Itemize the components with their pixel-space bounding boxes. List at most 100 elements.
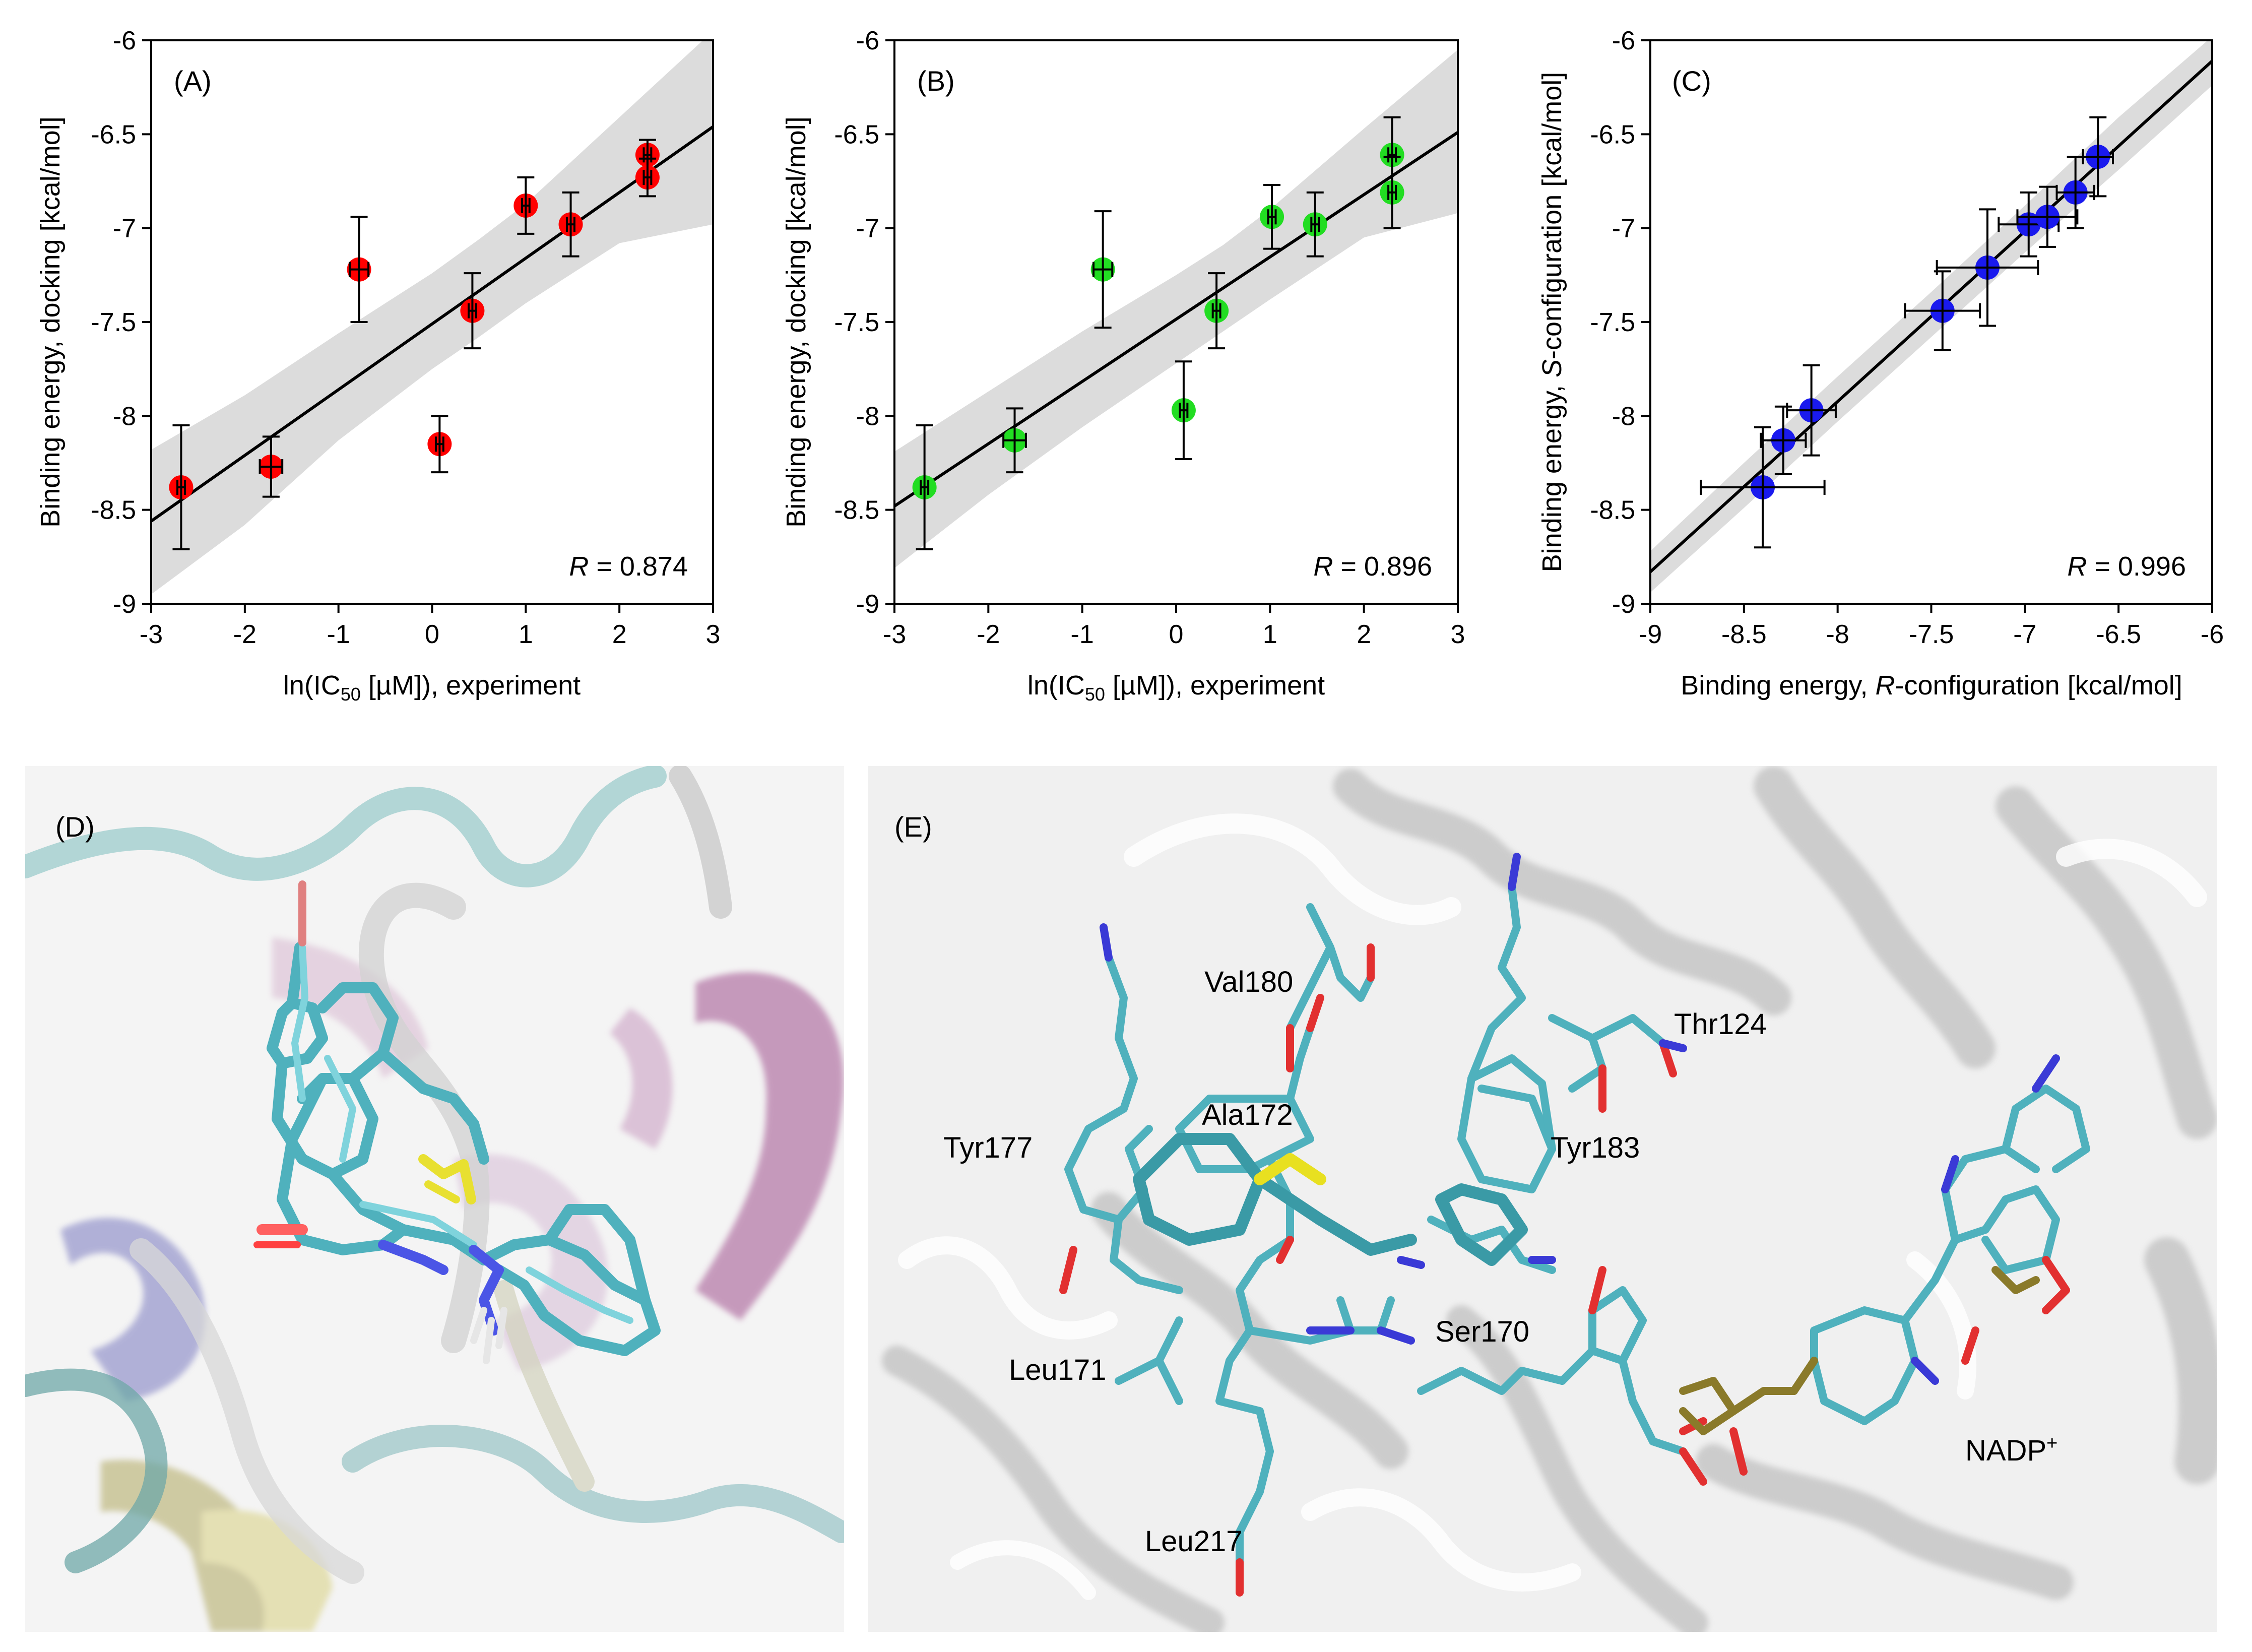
error-bar xyxy=(1092,210,1114,329)
y-axis-title: Binding energy, S-configuration [kcal/mo… xyxy=(1537,72,1567,573)
y-axis-title: Binding energy, docking [kcal/mol] xyxy=(35,116,66,527)
y-tick-label: -9 xyxy=(1612,590,1635,619)
x-tick-label: -3 xyxy=(140,620,163,649)
y-tick-label: -6.5 xyxy=(91,120,136,149)
x-tick-label: -6.5 xyxy=(2096,620,2141,649)
x-tick-label: -7 xyxy=(2013,620,2036,649)
panel-d-structure-image: (D) xyxy=(25,766,844,1632)
x-axis-title: ln(IC50 [µM]), experiment xyxy=(1027,670,1325,705)
error-bar xyxy=(1263,183,1281,250)
y-ticks: -9 -8.5 -8 -7.5 -7 -6.5 -6 xyxy=(91,26,151,619)
r-value-label: R = 0.896 xyxy=(1313,551,1432,582)
y-tick-label: -8.5 xyxy=(834,496,879,525)
error-bar xyxy=(1383,156,1401,229)
residue-label: Tyr183 xyxy=(1551,1131,1640,1164)
x-tick-label: -2 xyxy=(233,620,256,649)
residue-label: Leu171 xyxy=(1009,1354,1107,1386)
y-tick-label: -7 xyxy=(856,214,879,243)
x-ticks: -3 -2 -1 0 1 2 3 xyxy=(140,604,721,649)
panel-a: -3 -2 -1 0 1 2 3 -9 -8.5 -8 -7.5 -7 -6.5 -6 (A) R = … xyxy=(35,26,720,705)
error-bar xyxy=(1760,405,1807,475)
error-bar xyxy=(1175,360,1192,461)
residue-label: NADP+ xyxy=(1965,1433,2057,1467)
x-tick-label: 2 xyxy=(1357,620,1371,649)
y-ticks: -9 -8.5 -8 -7.5 -7 -6.5 -6 xyxy=(834,26,894,619)
error-bar xyxy=(1208,272,1226,350)
error-bar xyxy=(259,435,284,498)
panel-e-structure-image: Val180 Thr124 Ala172 Tyr177 Tyr183 Ser17… xyxy=(868,766,2217,1632)
x-tick-label: -6 xyxy=(2201,620,2224,649)
error-bar xyxy=(1700,426,1826,549)
error-bar xyxy=(1002,407,1027,474)
y-axis-title: Binding energy, docking [kcal/mol] xyxy=(781,116,811,527)
residue-label: Thr124 xyxy=(1674,1008,1767,1041)
error-bar xyxy=(1786,364,1837,457)
x-tick-label: 1 xyxy=(1263,620,1277,649)
x-tick-label: 3 xyxy=(1451,620,1465,649)
y-tick-label: -8 xyxy=(1612,402,1635,431)
regression-line xyxy=(151,125,713,523)
y-tick-label: -8.5 xyxy=(91,496,136,525)
x-tick-label: -3 xyxy=(883,620,906,649)
panel-label: (C) xyxy=(1672,65,1711,97)
y-tick-label: -7 xyxy=(1612,214,1635,243)
x-tick-label: -8 xyxy=(1826,620,1849,649)
error-bar xyxy=(562,191,580,258)
error-bar xyxy=(172,424,190,550)
x-tick-label: 0 xyxy=(425,620,439,649)
y-tick-label: -8 xyxy=(856,402,879,431)
x-tick-label: -8.5 xyxy=(1721,620,1767,649)
y-tick-label: -6.5 xyxy=(834,120,879,149)
confidence-band xyxy=(151,40,713,595)
data-points xyxy=(169,139,660,550)
error-bar xyxy=(1306,191,1324,258)
x-tick-label: -2 xyxy=(977,620,1000,649)
y-tick-label: -6.5 xyxy=(1590,120,1635,149)
confidence-band xyxy=(894,49,1458,568)
x-axis-title: ln(IC50 [µM]), experiment xyxy=(283,670,581,705)
panel-label: (A) xyxy=(174,65,212,97)
error-bar xyxy=(638,157,656,198)
regression-line xyxy=(894,131,1458,507)
panel-label: (E) xyxy=(894,811,932,843)
x-ticks: -9 -8.5 -8 -7.5 -7 -6.5 -6 xyxy=(1639,604,2224,649)
error-bar xyxy=(2055,156,2095,229)
panel-label: (B) xyxy=(917,65,955,97)
residue-label: Tyr177 xyxy=(943,1131,1033,1164)
residue-label: Leu217 xyxy=(1145,1525,1243,1558)
x-axis-title: Binding energy, R-configuration [kcal/mo… xyxy=(1681,670,2182,701)
panel-label: (D) xyxy=(55,811,95,843)
error-bar xyxy=(464,272,481,350)
y-tick-label: -8 xyxy=(113,402,136,431)
r-value-label: R = 0.874 xyxy=(569,551,688,582)
data-points xyxy=(912,116,1404,550)
error-bar xyxy=(348,216,370,323)
residue-label: Ala172 xyxy=(1202,1099,1293,1131)
regression-line xyxy=(1650,59,2212,573)
x-tick-label: -7.5 xyxy=(1909,620,1954,649)
error-bar xyxy=(1936,208,2039,327)
error-bar xyxy=(517,176,535,235)
y-tick-label: -7.5 xyxy=(1590,308,1635,337)
panel-b: -3 -2 -1 0 1 2 3 -9 -8.5 -8 -7.5 -7 -6.5 -6 (B) R = … xyxy=(781,26,1465,705)
x-tick-label: 0 xyxy=(1169,620,1184,649)
y-tick-label: -6 xyxy=(113,26,136,55)
y-tick-label: -9 xyxy=(856,590,879,619)
y-tick-label: -8.5 xyxy=(1590,496,1635,525)
x-tick-label: 1 xyxy=(519,620,533,649)
error-bar xyxy=(916,424,933,550)
x-ticks: -3 -2 -1 0 1 2 3 xyxy=(883,604,1465,649)
r-value-label: R = 0.996 xyxy=(2067,551,2186,582)
error-bar xyxy=(431,415,448,474)
y-tick-label: -9 xyxy=(113,590,136,619)
error-bar xyxy=(2016,185,2079,248)
panel-c: -9 -8.5 -8 -7.5 -7 -6.5 -6 -9-8.5-8-7.5-7-6.5-… xyxy=(1537,26,2224,701)
x-tick-label: -1 xyxy=(327,620,350,649)
x-tick-label: -9 xyxy=(1639,620,1662,649)
y-tick-label: -7 xyxy=(113,214,136,243)
x-tick-label: 2 xyxy=(612,620,627,649)
x-tick-label: 3 xyxy=(706,620,721,649)
y-tick-label: -7.5 xyxy=(834,308,879,337)
residue-label: Ser170 xyxy=(1435,1315,1529,1348)
